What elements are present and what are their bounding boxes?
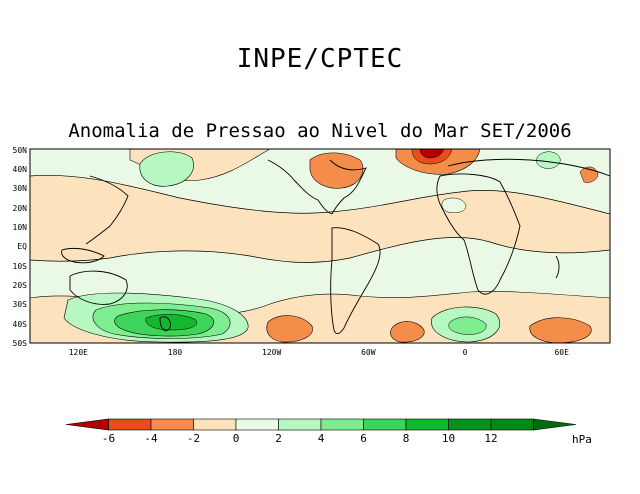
longitude-axis: 120E 180 120W 60W 0 60E [69,348,569,357]
colorbar-swatch [490,418,534,431]
colorbar-swatch [65,418,109,431]
negative-anomaly-southeast-pacific [266,315,313,343]
page-header-org: INPE/CPTEC [236,44,404,74]
negative-anomaly-band-tropics [29,175,611,263]
colorbar-label: 8 [403,432,410,445]
colorbar-label: 4 [318,432,325,445]
coastline-eurasia-south [447,158,611,177]
lat-tick: 10N [13,223,28,232]
colorbar-label: 6 [360,432,367,445]
positive-anomaly-south-pacific-8 [145,314,198,331]
colorbar-swatch [193,418,237,431]
lat-tick: 30N [13,184,28,193]
lon-tick: 60E [554,348,569,357]
colorbar-swatch [320,418,364,431]
coastline-maritime-continent [61,247,105,264]
coastline-africa [436,173,521,295]
map-panel [29,148,611,344]
colorbar-swatch [363,418,407,431]
lat-tick: 30S [13,300,28,309]
negative-anomaly-center-north-america [309,152,364,189]
positive-anomaly-sahara [441,197,467,213]
lat-tick: 40S [13,320,28,329]
latitude-axis: 50N 40N 30N 20N 10N EQ 10S 20S 30S 40S 5… [13,146,28,348]
lon-tick: 60W [361,348,376,357]
lon-tick: 180 [168,348,183,357]
colorbar-label: 0 [233,432,240,445]
coastline-new-zealand [159,316,171,332]
coastlines [61,158,611,335]
coastline-east-asia [85,175,129,245]
lat-tick: EQ [17,242,27,251]
coastline-north-america-east [329,159,367,215]
lat-tick: 20S [13,281,28,290]
negative-anomaly-south-atlantic [390,321,425,343]
colorbar-label: -2 [187,432,200,445]
colorbar-label: 10 [442,432,455,445]
map-title: Anomalia de Pressao ao Nivel do Mar SET/… [68,120,572,142]
map-frame [29,148,611,344]
lon-tick: 120E [69,348,88,357]
colorbar-swatch [150,418,194,431]
negative-anomaly-asia [579,166,599,183]
lat-tick: 50N [13,146,28,155]
colorbar-swatch [235,418,279,431]
lon-tick: 0 [463,348,468,357]
lat-tick: 50S [13,339,28,348]
colorbar-label: -6 [102,432,115,445]
lat-tick: 10S [13,262,28,271]
coastline-south-america [330,227,381,335]
colorbar-swatch [405,418,449,431]
coastline-australia [69,270,128,305]
lon-tick: 120W [262,348,281,357]
negative-anomaly-indian-ocean [529,317,592,344]
colorbar-swatch [278,418,322,431]
colorbar-swatch [108,418,152,431]
colorbar-label: 2 [275,432,282,445]
colorbar-swatch [533,418,577,431]
colorbar: -6 -4 -2 0 2 4 6 8 10 12 [65,418,577,445]
lat-tick: 40N [13,165,28,174]
colorbar-unit: hPa [572,433,592,446]
colorbar-label: -4 [144,432,158,445]
positive-anomaly-south-atlantic-4 [448,316,487,335]
positive-anomaly-north-pacific [139,151,194,187]
negative-anomaly-core-6 [419,148,445,159]
colorbar-label: 12 [484,432,497,445]
colorbar-swatch [448,418,492,431]
coastline-madagascar [555,255,560,279]
lat-tick: 20N [13,204,28,213]
positive-anomaly-central-asia [536,151,561,169]
coastline-north-america-west [267,159,333,215]
